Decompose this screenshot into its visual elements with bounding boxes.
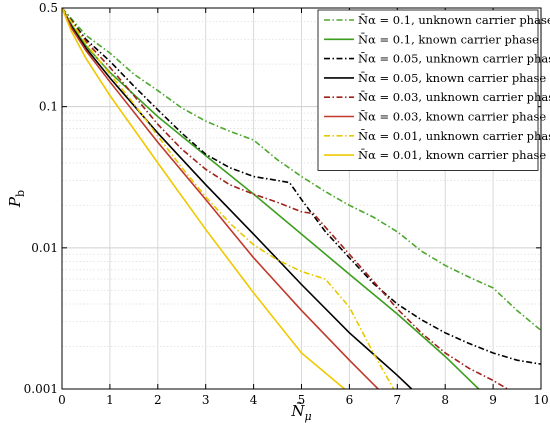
- x-tick-label: 8: [441, 393, 449, 407]
- series-line-4: [62, 8, 413, 389]
- legend-entry-1: N̄α = 0.1, unknown carrier phase: [358, 13, 550, 27]
- x-axis-label: N̄μ: [290, 402, 311, 423]
- series-line-8: [62, 8, 346, 389]
- series-line-6: [62, 8, 379, 389]
- legend-entry-5: N̄α = 0.03, unknown carrier phase: [358, 90, 550, 104]
- legend-entry-4: N̄α = 0.05, known carrier phase: [358, 71, 546, 85]
- x-tick-label: 0: [58, 393, 66, 407]
- x-tick-label: 1: [106, 393, 114, 407]
- y-axis-ticks: 0.001 0.01 0.1 0.5: [24, 1, 541, 396]
- legend-entry-8: N̄α = 0.01, known carrier phase: [358, 148, 546, 162]
- x-axis-ticks: 0 1 2 3 4 5 6 7 8 9 10: [58, 8, 549, 407]
- series-line-5: [62, 8, 508, 389]
- x-tick-label: 6: [346, 393, 354, 407]
- x-tick-label: 9: [489, 393, 497, 407]
- y-tick-label: 0.01: [31, 241, 58, 255]
- series-line-3: [62, 8, 541, 365]
- x-tick-label: 10: [533, 393, 548, 407]
- legend-entry-6: N̄α = 0.03, known carrier phase: [358, 110, 546, 124]
- legend-entry-3: N̄α = 0.05, unknown carrier phase: [358, 52, 550, 66]
- series-line-7: [62, 8, 395, 389]
- series-layer: [62, 8, 541, 389]
- x-tick-label: 3: [202, 393, 210, 407]
- legend-box: [317, 9, 539, 171]
- y-axis-label: Pb: [6, 190, 27, 208]
- series-line-2: [62, 8, 480, 389]
- x-tick-label: 2: [154, 393, 162, 407]
- x-tick-label: 5: [298, 393, 306, 407]
- x-tick-label: 4: [250, 393, 258, 407]
- legend-entry-2: N̄α = 0.1, known carrier phase: [358, 32, 539, 46]
- legend: N̄α = 0.1, unknown carrier phase N̄α = 0.…: [317, 9, 550, 171]
- y-tick-label: 0.001: [24, 382, 58, 396]
- y-tick-label: 0.1: [39, 100, 58, 114]
- legend-entry-7: N̄α = 0.01, unknown carrier phase: [358, 129, 550, 143]
- x-tick-label: 7: [393, 393, 401, 407]
- y-tick-label: 0.5: [39, 1, 58, 15]
